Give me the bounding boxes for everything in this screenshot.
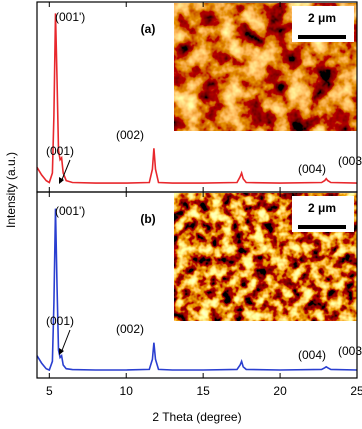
plot-frame (36, 191, 358, 379)
x-tick-label: 20 (273, 384, 287, 398)
peak-label: (001') (55, 10, 85, 24)
scale-bar-label: 2 μm (308, 11, 336, 25)
peak-label: (004) (298, 348, 326, 362)
x-tick-label: 5 (46, 384, 53, 398)
peak-label: (004) (298, 162, 326, 176)
arrow (60, 159, 71, 183)
x-tick-label: 10 (120, 384, 134, 398)
peak-label: (001) (46, 144, 74, 158)
y-axis-label: Intensity (a.u.) (4, 152, 18, 228)
scale-bar-label: 2 μm (308, 201, 336, 215)
data-line (36, 13, 358, 184)
x-tick-label: 15 (196, 384, 210, 398)
peak-label: (001) (46, 314, 74, 328)
panel-label: (a) (141, 22, 156, 36)
x-tick-label: 25 (350, 384, 362, 398)
peak-label: (002) (116, 322, 144, 336)
peak-label: (002) (116, 128, 144, 142)
arrowhead (59, 177, 64, 184)
arrowhead (59, 348, 64, 355)
data-line (36, 208, 358, 372)
peak-label: (003) (338, 344, 362, 358)
peak-label: (001') (55, 204, 85, 218)
x-axis-label: 2 Theta (degree) (152, 410, 241, 424)
panel-label: (b) (140, 212, 155, 226)
peak-label: (003) (338, 154, 362, 168)
arrow (60, 329, 71, 354)
